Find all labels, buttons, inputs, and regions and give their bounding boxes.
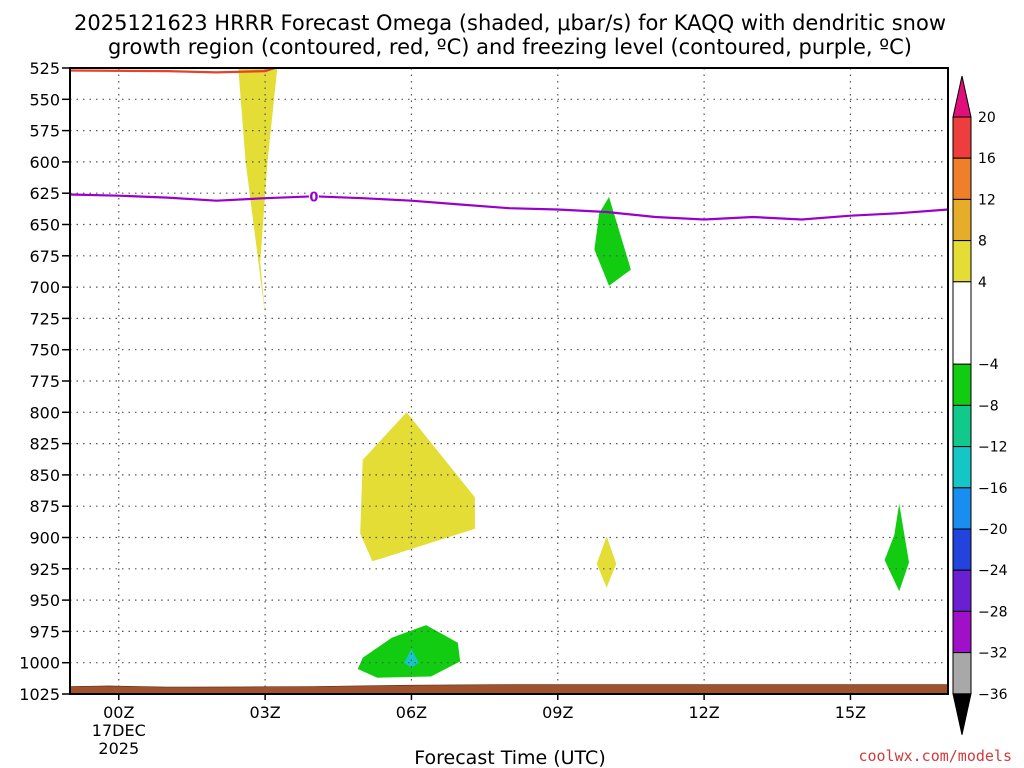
- x-tick-label-03Z: 03Z: [249, 703, 280, 722]
- y-tick-label-575: 575: [29, 122, 60, 141]
- y-tick-label-725: 725: [29, 309, 60, 328]
- colorbar-label--28: −28: [978, 604, 1008, 620]
- colorbar-band-16-to-20: [952, 116, 972, 159]
- chart-title-line-1: 2025121623 HRRR Forecast Omega (shaded, …: [74, 11, 946, 35]
- x-date-label: 17DEC: [92, 721, 146, 740]
- colorbar-label-4: 4: [978, 275, 987, 291]
- y-tick-label-950: 950: [29, 591, 60, 610]
- colorbar-label--32: −32: [978, 646, 1008, 662]
- chart-title-line-2: growth region (contoured, red, ºC) and f…: [108, 35, 912, 59]
- y-tick-label-800: 800: [29, 403, 60, 422]
- colorbar-label--12: −12: [978, 440, 1008, 456]
- y-tick-label-850: 850: [29, 466, 60, 485]
- colorbar-label--36: −36: [978, 687, 1008, 703]
- y-tick-label-700: 700: [29, 278, 60, 297]
- y-tick-label-825: 825: [29, 435, 60, 454]
- contour-lines: 0: [69, 66, 949, 221]
- colorbar-label--20: −20: [978, 522, 1008, 538]
- colorbar-label--4: −4: [978, 357, 999, 373]
- upward-motion-column-03z: [238, 68, 278, 315]
- colorbar-label--8: −8: [978, 398, 999, 414]
- grid-lines: [70, 68, 948, 694]
- freezing-level-label: 0: [309, 190, 318, 205]
- downward-motion-16z: [884, 503, 909, 592]
- y-tick-label-875: 875: [29, 497, 60, 516]
- colorbar-over-triangle: [952, 75, 972, 118]
- y-tick-label-675: 675: [29, 247, 60, 266]
- y-tick-label-900: 900: [29, 529, 60, 548]
- omega-shaded-regions: [238, 68, 909, 678]
- colorbar-band--36-to--32: [952, 652, 972, 695]
- x-tick-label-06Z: 06Z: [396, 703, 427, 722]
- y-tick-label-750: 750: [29, 341, 60, 360]
- colorbar-band-12-to-16: [952, 157, 972, 200]
- colorbar-band--28-to--24: [952, 569, 972, 612]
- upward-motion-small-10z: [596, 536, 617, 588]
- colorbar-band--20-to--16: [952, 487, 972, 530]
- colorbar: 20 16 12 8 4 −4 −8 −12 −16 −20 −24 −28 −32 −36: [952, 75, 1008, 735]
- colorbar-band--12-to--8: [952, 404, 972, 448]
- colorbar-label-12: 12: [978, 192, 996, 208]
- downward-motion-10z: [594, 197, 631, 286]
- y-axis-ticks: 525 550 575 600 625 650 675 700 725 750 775 800 825 8…: [19, 59, 70, 704]
- colorbar-band--8-to--4: [952, 363, 972, 406]
- x-axis-label: Forecast Time (UTC): [414, 747, 605, 768]
- y-tick-label-1025: 1025: [19, 685, 60, 704]
- y-tick-label-775: 775: [29, 372, 60, 391]
- x-tick-label-12Z: 12Z: [688, 703, 719, 722]
- x-tick-label-09Z: 09Z: [542, 703, 573, 722]
- plot-background: [70, 68, 948, 694]
- colorbar-label--24: −24: [978, 563, 1008, 579]
- colorbar-under-triangle: [952, 693, 972, 735]
- colorbar-label-8: 8: [978, 234, 987, 250]
- downward-motion-near-surface: [357, 625, 461, 678]
- y-tick-label-600: 600: [29, 153, 60, 172]
- y-tick-label-1000: 1000: [19, 654, 60, 673]
- y-tick-label-925: 925: [29, 560, 60, 579]
- colorbar-band--16-to--12: [952, 446, 972, 489]
- colorbar-band-8-to-12: [952, 198, 972, 242]
- x-tick-label-00Z: 00Z: [103, 703, 134, 722]
- colorbar-band--32-to--28: [952, 610, 972, 654]
- y-tick-label-625: 625: [29, 184, 60, 203]
- y-tick-label-550: 550: [29, 90, 60, 109]
- colorbar-band-4-to-8: [952, 240, 972, 283]
- colorbar-label-16: 16: [978, 151, 996, 167]
- colorbar-label--16: −16: [978, 481, 1008, 497]
- colorbar-label-20: 20: [978, 110, 996, 126]
- dgz-contour: [69, 66, 276, 74]
- freezing-level-contour: [69, 193, 949, 221]
- y-tick-label-525: 525: [29, 59, 60, 78]
- x-tick-label-15Z: 15Z: [835, 703, 866, 722]
- y-tick-label-650: 650: [29, 216, 60, 235]
- colorbar-band--24-to--20: [952, 528, 972, 571]
- x-year-label: 2025: [98, 739, 139, 758]
- y-tick-label-975: 975: [29, 622, 60, 641]
- colorbar-band--4-to-4: [952, 281, 972, 365]
- freezing-level-label-bg: [308, 189, 319, 204]
- credit-text: coolwx.com/models: [858, 747, 1012, 765]
- upward-motion-low-06z: [360, 412, 475, 562]
